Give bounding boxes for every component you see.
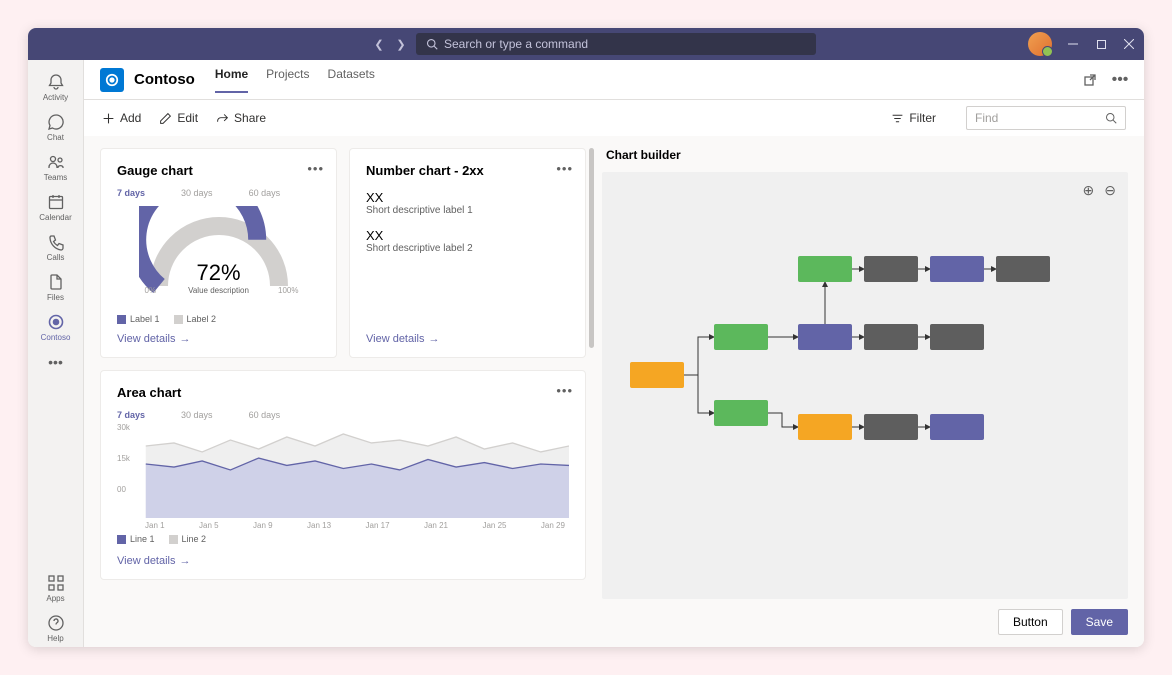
popout-icon[interactable] xyxy=(1082,72,1098,88)
number-item: XXShort descriptive label 1 xyxy=(366,190,569,216)
view-details-link[interactable]: View details → xyxy=(117,555,191,567)
gauge-description: Value description xyxy=(139,286,299,295)
contoso-icon xyxy=(46,312,66,332)
card-more-icon[interactable]: ••• xyxy=(307,161,324,176)
chart-builder-pane: Chart builder ⊕ ⊖ Button Save xyxy=(594,136,1144,647)
rail-item-calendar[interactable]: Calendar xyxy=(28,186,84,226)
dashboard-pane: ••• Gauge chart 7 days 30 days 60 days 72%… xyxy=(84,136,594,647)
teams-icon xyxy=(46,152,66,172)
app-header: Contoso Home Projects Datasets ••• xyxy=(84,60,1144,100)
activity-icon xyxy=(46,72,66,92)
number-item: XXShort descriptive label 2 xyxy=(366,228,569,254)
app-name: Contoso xyxy=(134,71,195,88)
rail-more[interactable]: ••• xyxy=(48,346,63,378)
window-close[interactable] xyxy=(1122,37,1136,51)
app-logo xyxy=(100,68,124,92)
titlebar: ❮ ❯ Search or type a command xyxy=(28,28,1144,60)
flow-node[interactable] xyxy=(930,414,984,440)
rail-item-chat[interactable]: Chat xyxy=(28,106,84,146)
gauge-max: 100% xyxy=(278,286,298,295)
flow-node[interactable] xyxy=(714,400,768,426)
zoom-in-icon[interactable]: ⊕ xyxy=(1083,182,1095,199)
flow-node[interactable] xyxy=(864,414,918,440)
search-input[interactable]: Search or type a command xyxy=(416,33,816,55)
nav-back[interactable]: ❮ xyxy=(370,35,388,53)
command-bar: Add Edit Share Filter Find xyxy=(84,100,1144,136)
add-button[interactable]: Add xyxy=(102,111,141,125)
timerange-option[interactable]: 7 days xyxy=(117,188,145,198)
gauge-card: ••• Gauge chart 7 days 30 days 60 days 72%… xyxy=(100,148,337,358)
files-icon xyxy=(46,272,66,292)
chart-builder-title: Chart builder xyxy=(602,148,1128,162)
flow-node[interactable] xyxy=(714,324,768,350)
scrollbar[interactable] xyxy=(589,148,594,348)
number-card: ••• Number chart - 2xx XXShort descripti… xyxy=(349,148,586,358)
edit-button[interactable]: Edit xyxy=(159,111,198,125)
help-icon xyxy=(46,613,66,633)
gauge-value: 72% xyxy=(139,260,299,286)
zoom-out-icon[interactable]: ⊖ xyxy=(1104,182,1116,199)
card-more-icon[interactable]: ••• xyxy=(556,161,573,176)
nav-forward[interactable]: ❯ xyxy=(392,35,410,53)
flow-node[interactable] xyxy=(864,256,918,282)
rail-item-contoso[interactable]: Contoso xyxy=(28,306,84,346)
area-title: Area chart xyxy=(117,385,569,400)
more-icon[interactable]: ••• xyxy=(1112,72,1128,88)
gauge-title: Gauge chart xyxy=(117,163,320,178)
view-details-link[interactable]: View details → xyxy=(366,333,440,345)
timerange-option[interactable]: 7 days xyxy=(117,410,145,420)
rail-item-teams[interactable]: Teams xyxy=(28,146,84,186)
chat-icon xyxy=(46,112,66,132)
search-placeholder: Search or type a command xyxy=(444,37,588,51)
window-maximize[interactable] xyxy=(1094,37,1108,51)
tab-projects[interactable]: Projects xyxy=(266,67,309,93)
flow-node[interactable] xyxy=(798,256,852,282)
card-more-icon[interactable]: ••• xyxy=(556,383,573,398)
rail-item-files[interactable]: Files xyxy=(28,266,84,306)
flow-node[interactable] xyxy=(798,324,852,350)
flow-node[interactable] xyxy=(630,362,684,388)
flow-node[interactable] xyxy=(930,256,984,282)
rail-item-help[interactable]: Help xyxy=(28,607,84,647)
share-button[interactable]: Share xyxy=(216,111,266,125)
timerange-option[interactable]: 30 days xyxy=(181,410,213,420)
view-details-link[interactable]: View details → xyxy=(117,333,191,345)
rail-item-activity[interactable]: Activity xyxy=(28,66,84,106)
flow-node[interactable] xyxy=(996,256,1050,282)
legend-item: Label 1 xyxy=(117,314,160,324)
timerange-option[interactable]: 60 days xyxy=(249,410,281,420)
chart-builder-canvas[interactable]: ⊕ ⊖ xyxy=(602,172,1128,599)
save-button[interactable]: Save xyxy=(1071,609,1128,635)
tab-datasets[interactable]: Datasets xyxy=(328,67,375,93)
calls-icon xyxy=(46,232,66,252)
rail-item-calls[interactable]: Calls xyxy=(28,226,84,266)
legend-item: Line 2 xyxy=(169,534,207,544)
legend-item: Line 1 xyxy=(117,534,155,544)
calendar-icon xyxy=(46,192,66,212)
filter-button[interactable]: Filter xyxy=(891,111,936,125)
rail-item-apps[interactable]: Apps xyxy=(28,567,84,607)
window-minimize[interactable] xyxy=(1066,37,1080,51)
area-card: ••• Area chart 7 days30 days60 days 30k1… xyxy=(100,370,586,580)
find-input[interactable]: Find xyxy=(966,106,1126,130)
flow-node[interactable] xyxy=(864,324,918,350)
apps-icon xyxy=(46,573,66,593)
legend-item: Label 2 xyxy=(174,314,217,324)
timerange-option[interactable]: 60 days xyxy=(249,188,281,198)
gauge-min: 0% xyxy=(145,286,157,295)
tab-home[interactable]: Home xyxy=(215,67,248,93)
secondary-button[interactable]: Button xyxy=(998,609,1063,635)
app-rail: ActivityChatTeamsCalendarCallsFilesConto… xyxy=(28,60,84,647)
timerange-option[interactable]: 30 days xyxy=(181,188,213,198)
number-title: Number chart - 2xx xyxy=(366,163,569,178)
avatar[interactable] xyxy=(1028,32,1052,56)
flow-node[interactable] xyxy=(930,324,984,350)
flow-node[interactable] xyxy=(798,414,852,440)
